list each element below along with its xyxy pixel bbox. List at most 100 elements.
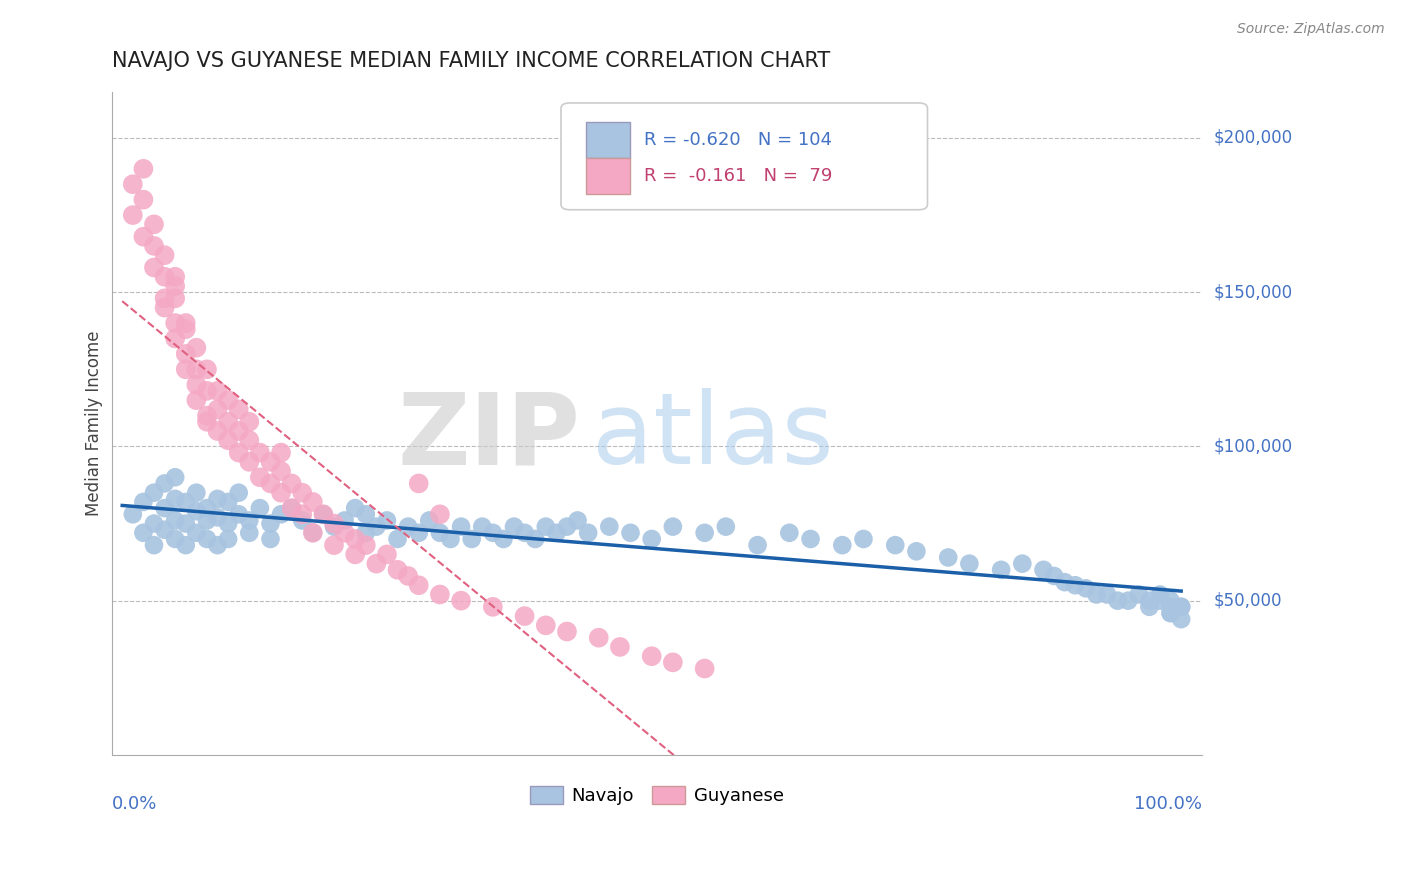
Point (249, 470, 271, 484)
Point (249, 501, 271, 516)
Point (174, 322, 197, 336)
Text: R = -0.620   N = 104: R = -0.620 N = 104 (644, 131, 832, 149)
Point (195, 501, 218, 516)
Point (1011, 557, 1033, 571)
Point (132, 193, 155, 207)
Point (291, 508, 314, 522)
Point (354, 538, 377, 552)
Point (259, 455, 281, 469)
Point (1170, 599, 1192, 614)
Point (153, 301, 176, 315)
Point (238, 415, 260, 429)
Point (662, 519, 685, 533)
Point (375, 548, 398, 562)
Point (238, 434, 260, 448)
Point (567, 513, 589, 527)
Point (852, 532, 875, 546)
Point (280, 501, 302, 516)
Point (153, 269, 176, 284)
Point (217, 415, 239, 429)
Point (259, 516, 281, 531)
Point (207, 510, 229, 524)
Point (524, 532, 547, 546)
Point (1149, 587, 1171, 601)
Text: $50,000: $50,000 (1213, 591, 1282, 609)
Point (429, 525, 451, 540)
Point (1085, 587, 1108, 601)
Bar (586, 121, 630, 158)
Point (270, 485, 292, 500)
Point (143, 485, 166, 500)
Point (513, 525, 536, 540)
Point (1160, 606, 1182, 620)
Point (905, 544, 928, 558)
Point (957, 557, 980, 571)
Point (121, 508, 143, 522)
Point (1160, 606, 1182, 620)
Point (165, 316, 187, 330)
Point (153, 291, 176, 305)
Bar (586, 158, 630, 194)
Point (186, 377, 208, 392)
Text: 0.0%: 0.0% (111, 795, 157, 813)
Point (408, 525, 430, 540)
Point (186, 341, 208, 355)
Point (132, 161, 155, 176)
Point (450, 593, 472, 607)
Text: atlas: atlas (592, 388, 834, 485)
Point (217, 495, 239, 509)
Point (132, 495, 155, 509)
Point (291, 485, 314, 500)
Point (186, 525, 208, 540)
Point (693, 661, 716, 675)
Point (534, 618, 557, 632)
Point (259, 476, 281, 491)
Text: Source: ZipAtlas.com: Source: ZipAtlas.com (1237, 22, 1385, 37)
Point (990, 563, 1012, 577)
Point (344, 548, 367, 562)
Point (165, 331, 187, 345)
Point (747, 538, 769, 552)
Point (228, 402, 250, 417)
Point (249, 445, 271, 459)
Point (387, 563, 409, 577)
Point (418, 513, 440, 527)
Point (270, 464, 292, 478)
Point (884, 538, 907, 552)
Point (143, 217, 166, 231)
Point (153, 476, 176, 491)
Point (174, 347, 197, 361)
Point (387, 532, 409, 546)
Point (546, 525, 568, 540)
Point (238, 525, 260, 540)
Point (439, 532, 461, 546)
Point (366, 557, 388, 571)
Point (1137, 599, 1160, 614)
Point (228, 485, 250, 500)
Point (312, 508, 335, 522)
Point (207, 402, 229, 417)
Point (143, 239, 166, 253)
Point (1170, 599, 1192, 614)
Point (165, 491, 187, 506)
Point (778, 525, 800, 540)
Point (1074, 582, 1097, 596)
Point (186, 362, 208, 376)
Point (354, 525, 377, 540)
Point (799, 532, 821, 546)
Point (238, 513, 260, 527)
Text: ZIP: ZIP (398, 388, 581, 485)
Point (174, 362, 197, 376)
Point (1032, 563, 1054, 577)
Point (1095, 587, 1118, 601)
Point (217, 393, 239, 408)
Point (195, 513, 218, 527)
Point (693, 525, 716, 540)
Point (259, 532, 281, 546)
Point (641, 532, 664, 546)
Point (207, 424, 229, 438)
Point (323, 538, 346, 552)
Point (238, 455, 260, 469)
Point (471, 519, 494, 533)
Y-axis label: Median Family Income: Median Family Income (86, 331, 103, 516)
